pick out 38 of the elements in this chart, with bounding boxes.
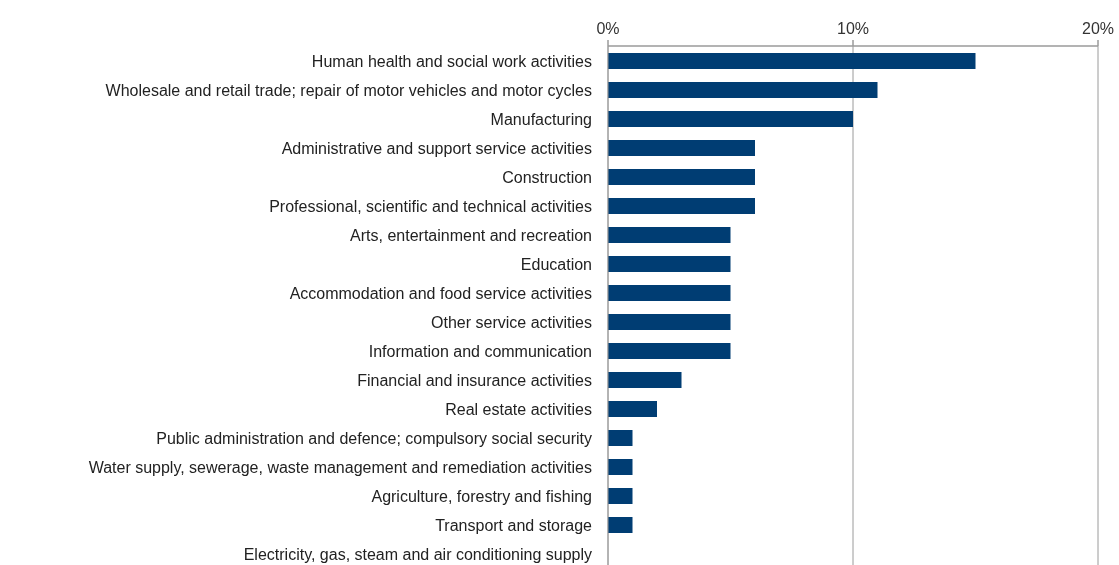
y-tick-label: Arts, entertainment and recreation	[350, 226, 592, 244]
y-tick-label: Public administration and defence; compulsory social security	[156, 429, 592, 447]
y-tick-label: Agriculture, forestry and fishing	[371, 487, 592, 505]
y-tick-label: Administrative and support service activities	[281, 139, 592, 157]
bar	[608, 285, 731, 301]
y-tick-label: Construction	[502, 168, 592, 186]
bar	[608, 256, 731, 272]
y-tick-label: Financial and insurance activities	[357, 371, 592, 389]
bar	[608, 111, 853, 127]
bar	[608, 314, 731, 330]
y-tick-label: Education	[520, 255, 592, 273]
y-tick-label: Wholesale and retail trade; repair of motor vehicles and motor cycles	[105, 81, 592, 99]
y-tick-label: Electricity, gas, steam and air conditioning supply	[243, 545, 592, 563]
y-tick-label: Human health and social work activities	[311, 52, 592, 70]
bar	[608, 372, 682, 388]
y-tick-label: Manufacturing	[490, 110, 592, 128]
bar	[608, 430, 633, 446]
y-tick-label: Real estate activities	[445, 400, 592, 418]
y-tick-label: Other service activities	[431, 313, 592, 331]
bar	[608, 488, 633, 504]
y-tick-label: Water supply, sewerage, waste management and remediation activities	[88, 458, 592, 476]
bar	[608, 517, 633, 533]
bar	[608, 459, 633, 475]
bar	[608, 140, 755, 156]
bar	[608, 53, 976, 69]
x-tick-label: 10%	[836, 20, 870, 37]
bar	[608, 227, 731, 243]
bar	[608, 169, 755, 185]
x-tick-label: 0%	[596, 20, 620, 37]
bar	[608, 82, 878, 98]
bar	[608, 343, 731, 359]
y-tick-label: Accommodation and food service activities	[289, 284, 592, 302]
bar	[608, 401, 657, 417]
x-tick-label: 20%	[1081, 20, 1115, 37]
y-tick-label: Professional, scientific and technical activities	[269, 197, 592, 215]
bar	[608, 198, 755, 214]
y-tick-label: Information and communication	[368, 342, 592, 360]
y-tick-label: Transport and storage	[435, 516, 593, 534]
